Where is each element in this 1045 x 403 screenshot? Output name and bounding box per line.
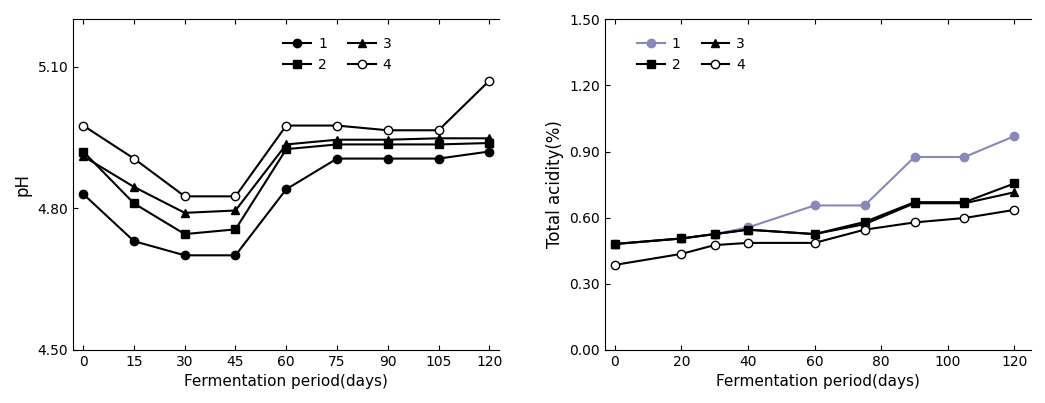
2 [381,142,394,147]
3 [675,236,688,241]
4 [483,78,495,83]
1 [483,149,495,154]
Line: 1: 1 [610,132,1019,248]
2 [709,232,721,237]
2 [433,142,445,147]
3 [77,154,90,159]
4 [381,128,394,133]
2 [675,236,688,241]
Line: 4: 4 [79,77,493,201]
3 [958,201,971,206]
1 [179,253,191,258]
1 [608,241,621,246]
1 [229,253,241,258]
3 [127,185,140,189]
1 [908,155,921,160]
1 [742,225,754,230]
2 [179,232,191,237]
Y-axis label: pH: pH [14,173,32,196]
4 [742,241,754,245]
4 [809,241,821,245]
4 [1008,208,1021,212]
4 [675,251,688,256]
2 [77,149,90,154]
4 [709,243,721,247]
3 [809,232,821,237]
4 [280,123,293,128]
4 [608,262,621,267]
2 [908,200,921,205]
Line: 3: 3 [79,134,493,217]
4 [433,128,445,133]
2 [1008,181,1021,186]
3 [229,208,241,213]
4 [908,220,921,225]
3 [381,137,394,142]
2 [608,241,621,246]
Line: 3: 3 [610,188,1019,248]
Y-axis label: Total acidity(%): Total acidity(%) [545,120,563,249]
4 [858,227,870,232]
1 [433,156,445,161]
1 [1008,134,1021,139]
4 [229,194,241,199]
3 [280,142,293,147]
1 [127,239,140,243]
3 [908,201,921,206]
1 [331,156,344,161]
4 [77,123,90,128]
3 [858,222,870,226]
2 [809,232,821,237]
1 [858,203,870,208]
2 [280,147,293,152]
Line: 2: 2 [79,139,493,238]
1 [381,156,394,161]
Legend: 1, 2, 3, 4: 1, 2, 3, 4 [279,33,396,76]
1 [77,191,90,196]
3 [433,136,445,141]
1 [280,187,293,192]
4 [331,123,344,128]
1 [809,203,821,208]
2 [483,141,495,145]
3 [1008,190,1021,195]
3 [608,241,621,246]
X-axis label: Fermentation period(days): Fermentation period(days) [716,374,920,389]
3 [483,136,495,141]
Line: 4: 4 [610,206,1019,269]
2 [742,227,754,232]
3 [709,232,721,237]
1 [675,236,688,241]
3 [331,137,344,142]
Line: 2: 2 [610,179,1019,248]
2 [331,142,344,147]
X-axis label: Fermentation period(days): Fermentation period(days) [184,374,388,389]
2 [127,201,140,206]
2 [858,220,870,224]
2 [958,200,971,205]
2 [229,227,241,232]
3 [742,227,754,232]
3 [179,210,191,215]
4 [958,216,971,220]
Legend: 1, 2, 3, 4: 1, 2, 3, 4 [633,33,749,76]
1 [709,232,721,237]
4 [179,194,191,199]
1 [958,155,971,160]
Line: 1: 1 [79,147,493,260]
4 [127,156,140,161]
